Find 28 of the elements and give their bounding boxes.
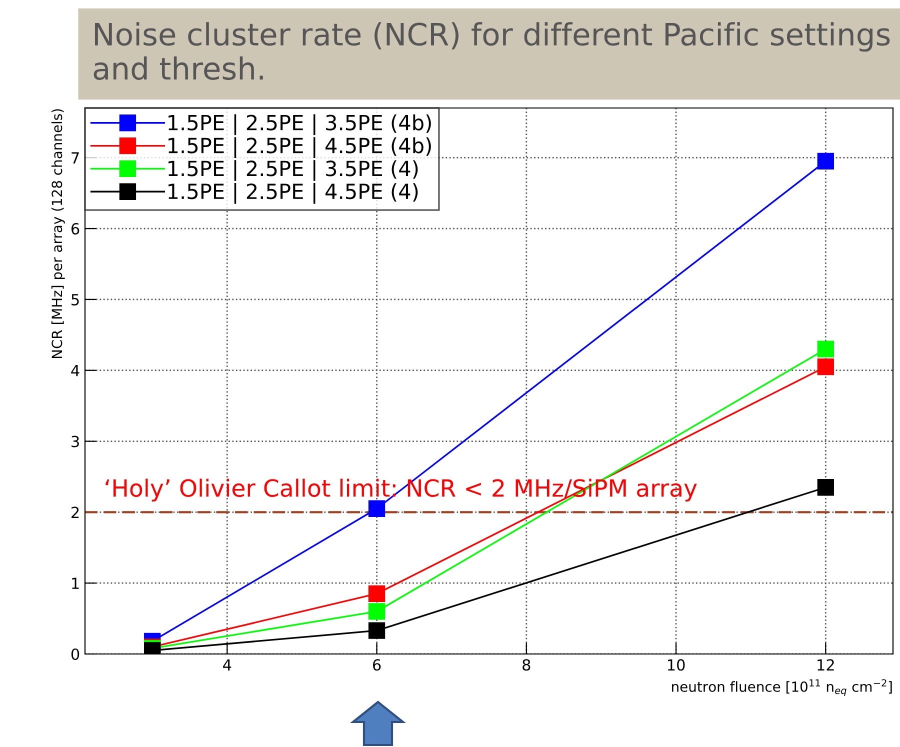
y-tick-label: 6	[71, 223, 80, 235]
x-tick-label: 4	[223, 659, 232, 670]
y-tick-label: 4	[71, 365, 80, 376]
point	[368, 622, 386, 639]
point	[368, 603, 386, 620]
y-tick-label: 2	[72, 506, 79, 518]
legend-label: 1.5PE | 2.5PE | 4.5PE (4)	[168, 183, 418, 204]
point	[817, 340, 834, 358]
y-axis-title: NCR [MHz] per array (128 channels)	[51, 109, 65, 358]
legend-label: 1.5PE | 2.5PE | 3.5PE (4)	[168, 160, 418, 181]
point	[817, 358, 834, 376]
legend-label: 1.5PE | 2.5PE | 3.5PE (4b)	[168, 114, 431, 136]
x-tick-label: 6	[372, 659, 381, 671]
chart-title: Noise cluster rate (NCR) for different Pacific settings and thresh.	[94, 22, 890, 80]
legend-label: 1.5PE | 2.5PE | 4.5PE (4b)	[168, 137, 431, 158]
x-tick-label: 8	[522, 659, 530, 671]
y-tick-label: 1	[72, 578, 79, 589]
x-tick-label: 10	[668, 659, 685, 671]
y-tick-label: 3	[72, 436, 79, 448]
y-tick-label: 0	[71, 648, 80, 660]
y-tick-label: 5	[72, 294, 79, 306]
y-tick-label: 7	[72, 152, 79, 164]
point	[368, 585, 386, 602]
point	[817, 479, 834, 496]
point	[817, 152, 834, 170]
x-axis-title: neutron fluence [10$^{11}$ n$_{eq}$ cm$^{−2}$]	[672, 679, 892, 696]
point	[368, 500, 386, 517]
x-tick-label: 12	[818, 659, 834, 670]
